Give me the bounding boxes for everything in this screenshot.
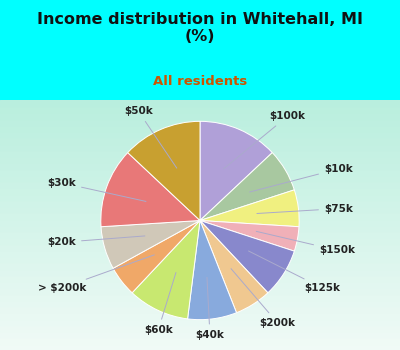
Bar (0, 162, 400, 169)
Wedge shape (113, 220, 200, 293)
Text: Income distribution in Whitehall, MI
(%): Income distribution in Whitehall, MI (%) (37, 12, 363, 44)
Text: $75k: $75k (257, 204, 353, 214)
Bar (0, 225, 400, 231)
Bar (0, 262, 400, 269)
Bar (0, 256, 400, 262)
Bar (0, 269, 400, 275)
Bar (0, 219, 400, 225)
Bar (0, 119, 400, 125)
Wedge shape (200, 153, 294, 220)
Bar (0, 137, 400, 144)
Wedge shape (200, 220, 268, 313)
Bar (0, 156, 400, 162)
Wedge shape (188, 220, 236, 320)
Bar (0, 150, 400, 156)
Bar (0, 300, 400, 306)
Text: $150k: $150k (256, 231, 355, 255)
Bar (0, 313, 400, 319)
Bar (0, 244, 400, 250)
Bar (0, 144, 400, 150)
Text: $30k: $30k (47, 178, 146, 202)
Wedge shape (101, 220, 200, 268)
Text: $200k: $200k (231, 269, 295, 328)
Wedge shape (200, 220, 294, 293)
Bar (0, 175, 400, 181)
Text: $40k: $40k (196, 278, 224, 340)
Bar (0, 187, 400, 194)
Text: $10k: $10k (250, 164, 353, 192)
Text: $60k: $60k (144, 273, 176, 335)
Wedge shape (132, 220, 200, 319)
Bar (0, 106, 400, 112)
Bar (0, 206, 400, 212)
Bar (0, 125, 400, 131)
Text: $125k: $125k (248, 251, 340, 293)
Bar (0, 319, 400, 325)
Bar (0, 331, 400, 337)
Bar (0, 337, 400, 344)
Bar (0, 212, 400, 219)
Bar (0, 100, 400, 106)
Wedge shape (200, 190, 299, 227)
Wedge shape (128, 121, 200, 220)
Bar (0, 275, 400, 281)
Bar (0, 112, 400, 119)
Bar (0, 181, 400, 187)
Bar (0, 306, 400, 313)
Bar (0, 131, 400, 137)
Bar (0, 194, 400, 200)
Wedge shape (101, 153, 200, 227)
Wedge shape (200, 121, 272, 220)
Text: $100k: $100k (224, 111, 306, 169)
Bar (0, 169, 400, 175)
Bar (0, 200, 400, 206)
Text: > $200k: > $200k (38, 255, 154, 293)
Bar (0, 231, 400, 237)
Bar (0, 287, 400, 294)
Wedge shape (200, 220, 299, 251)
Text: $50k: $50k (124, 106, 177, 168)
Bar (0, 325, 400, 331)
Bar (0, 281, 400, 287)
Bar (0, 344, 400, 350)
Text: $20k: $20k (47, 236, 145, 247)
Text: All residents: All residents (153, 75, 247, 88)
Bar (0, 250, 400, 256)
Bar (0, 294, 400, 300)
Bar (0, 237, 400, 244)
